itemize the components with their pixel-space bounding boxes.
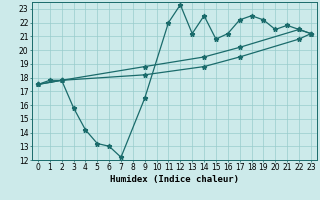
X-axis label: Humidex (Indice chaleur): Humidex (Indice chaleur) (110, 175, 239, 184)
